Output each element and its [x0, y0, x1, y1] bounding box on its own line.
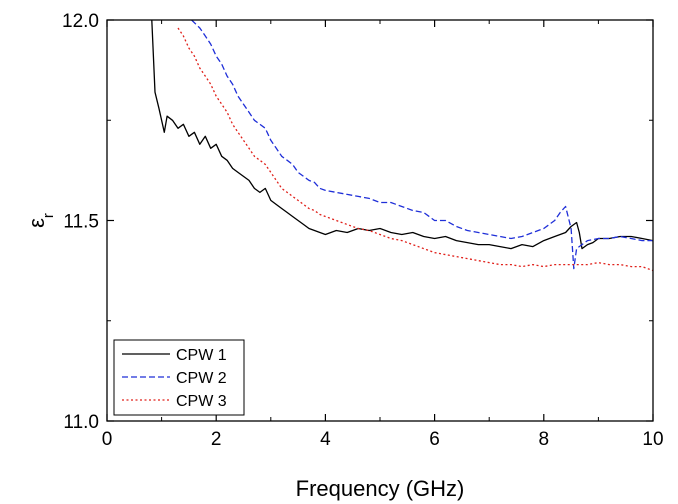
y-tick-label: 12.0	[62, 11, 99, 32]
x-tick-label: 8	[539, 429, 550, 450]
y-tick-label: 11.0	[63, 412, 99, 433]
legend-label-2: CPW 2	[176, 370, 227, 387]
x-tick-label: 6	[429, 429, 440, 450]
series-line-1	[151, 20, 653, 250]
y-axis-title: εr	[24, 213, 57, 228]
tick-layer: 0 2 4 6 8 10 11.0 11.5 12.0	[62, 11, 664, 450]
series-line-3	[177, 27, 653, 272]
y-axis-title-main: ε	[24, 218, 49, 228]
x-tick-label: 0	[102, 429, 113, 450]
series-line-2	[191, 20, 653, 270]
x-tick-label: 4	[320, 429, 331, 450]
legend-label-3: CPW 3	[176, 393, 227, 410]
series-layer	[151, 20, 653, 272]
legend-label-1: CPW 1	[176, 347, 227, 364]
x-tick-label: 10	[642, 429, 663, 450]
legend: CPW 1 CPW 2 CPW 3	[113, 339, 245, 416]
x-axis-title: Frequency (GHz)	[296, 476, 465, 501]
y-axis-title-sub: r	[40, 213, 57, 218]
x-tick-label: 2	[211, 429, 222, 450]
y-tick-label: 11.5	[63, 212, 99, 233]
